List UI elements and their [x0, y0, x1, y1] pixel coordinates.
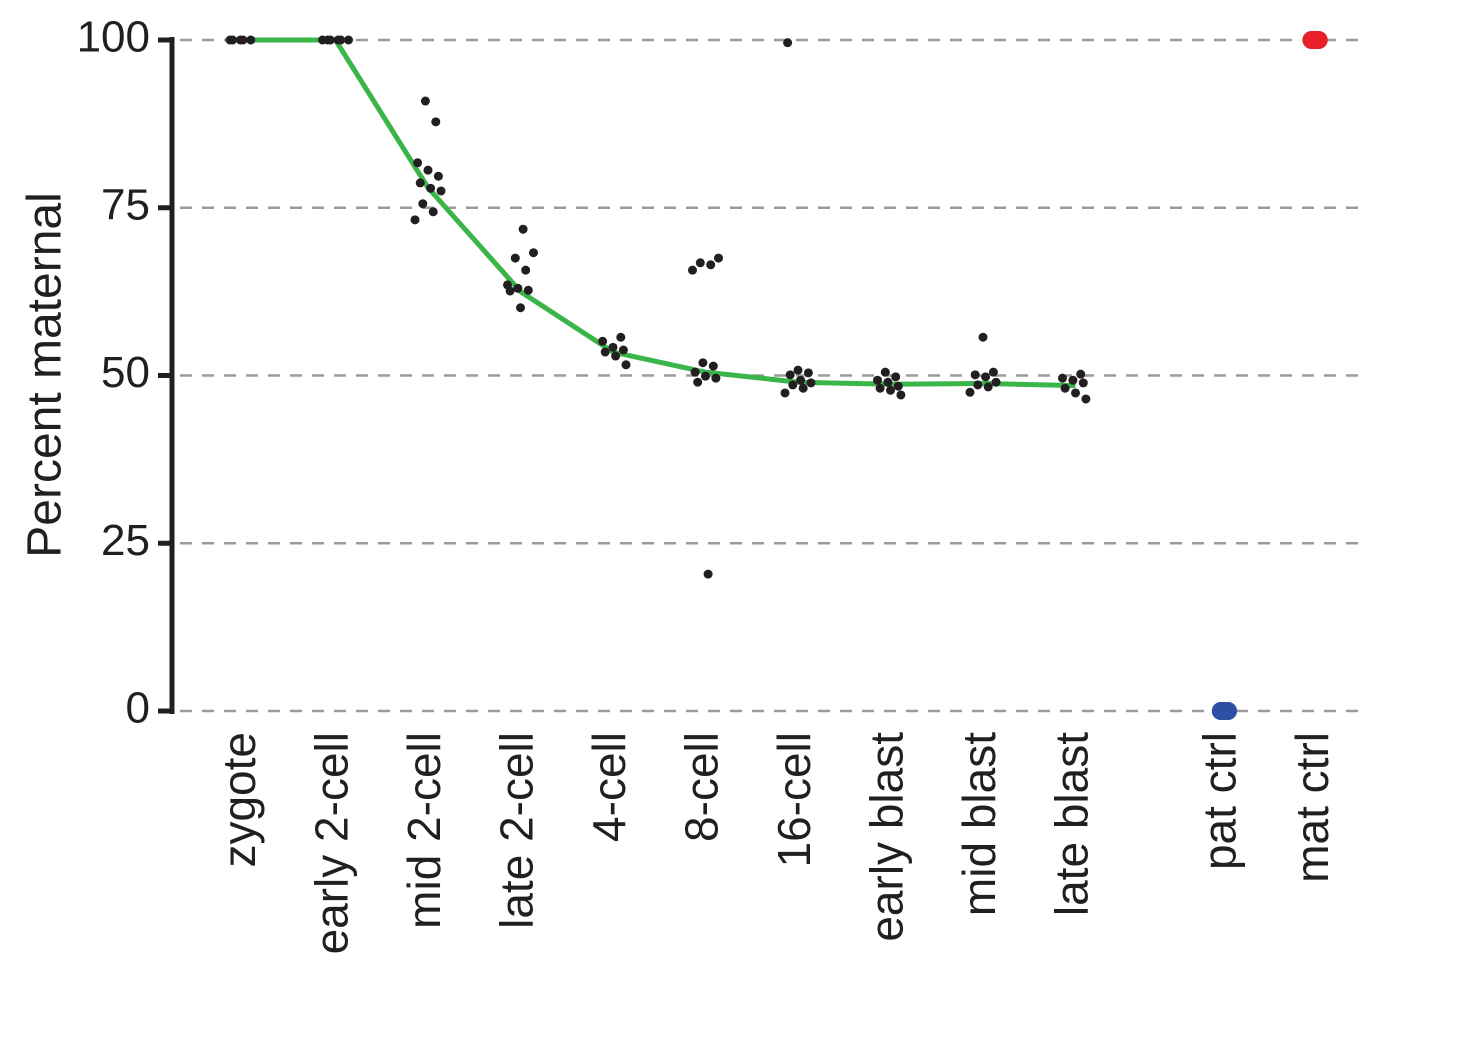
data-point	[431, 117, 441, 127]
data-point	[410, 215, 420, 225]
x-tick-label: mat ctrl	[1286, 732, 1338, 883]
data-point	[783, 38, 793, 48]
data-point	[246, 35, 256, 45]
data-point	[1076, 369, 1086, 379]
x-tick-label: early blast	[861, 732, 913, 942]
data-point	[598, 336, 608, 346]
data-point	[891, 372, 901, 382]
data-point	[608, 342, 618, 352]
data-point	[618, 345, 628, 355]
data-point	[436, 186, 446, 196]
data-point	[1307, 31, 1325, 49]
data-point	[873, 375, 882, 385]
data-point	[505, 286, 515, 296]
data-point	[1060, 383, 1070, 393]
data-point	[793, 365, 803, 375]
data-point	[788, 380, 798, 390]
data-point	[521, 265, 531, 275]
data-point	[796, 375, 806, 385]
data-point	[428, 207, 438, 217]
data-point	[228, 35, 238, 45]
y-tick-label: 100	[77, 13, 150, 62]
data-point	[970, 370, 980, 380]
data-point	[1071, 388, 1080, 398]
data-point	[695, 258, 705, 268]
data-point	[714, 253, 723, 263]
data-point	[325, 35, 335, 45]
data-point	[418, 199, 428, 209]
data-point	[883, 377, 893, 387]
y-tick-label: 50	[101, 348, 150, 397]
data-point	[238, 35, 248, 45]
x-tick-label: zygote	[213, 732, 265, 868]
x-tick-label: 8-cell	[676, 732, 728, 842]
data-point	[880, 367, 890, 377]
data-point	[978, 332, 988, 342]
data-point	[1058, 373, 1067, 383]
data-point	[981, 372, 991, 382]
data-point	[698, 358, 708, 368]
data-point	[1068, 375, 1078, 385]
data-point	[803, 368, 813, 378]
x-tick-label: 16-cell	[768, 732, 820, 868]
data-point	[336, 35, 346, 45]
data-point	[344, 35, 353, 45]
data-point	[785, 370, 795, 380]
data-point	[806, 378, 816, 388]
data-point	[1212, 702, 1231, 720]
data-point	[690, 367, 700, 377]
y-tick-label: 25	[101, 516, 150, 565]
data-point	[513, 283, 523, 293]
data-point	[693, 377, 703, 387]
x-tick-label: late 2-cell	[491, 732, 543, 929]
data-point	[523, 285, 533, 295]
trend-line	[243, 37, 1076, 389]
data-point	[886, 385, 895, 395]
y-axis-label: Percent maternal	[19, 192, 72, 558]
data-point	[433, 171, 443, 181]
data-point	[701, 371, 710, 381]
x-tick-label: 4-cell	[583, 732, 635, 842]
data-point	[991, 377, 1001, 387]
y-tick-label: 75	[101, 180, 150, 229]
data-point	[518, 224, 528, 234]
data-point	[965, 387, 975, 397]
data-point	[529, 248, 538, 258]
data-point	[510, 253, 520, 263]
x-tick-label: pat ctrl	[1194, 732, 1246, 870]
data-point	[798, 383, 808, 393]
x-tick-label: mid blast	[953, 732, 1005, 916]
data-point	[611, 351, 621, 361]
data-point	[983, 382, 993, 392]
x-tick-label: early 2-cell	[306, 732, 358, 954]
data-point	[973, 380, 983, 390]
data-point	[688, 265, 697, 275]
data-point	[711, 373, 721, 383]
data-point	[1078, 378, 1088, 388]
data-point	[988, 367, 998, 377]
x-tick-label: mid 2-cell	[398, 732, 450, 929]
data-point	[600, 347, 610, 357]
x-tick-label: late blast	[1046, 732, 1098, 916]
data-point	[621, 360, 631, 370]
data-point	[896, 390, 906, 400]
data-point	[423, 165, 433, 175]
data-point	[516, 303, 525, 313]
data-point	[893, 381, 903, 391]
data-point	[616, 332, 626, 342]
data-point	[708, 361, 718, 371]
data-point	[875, 383, 885, 393]
data-point	[706, 260, 716, 270]
y-tick-label: 0	[126, 684, 150, 733]
data-point	[415, 178, 425, 188]
data-point	[703, 569, 713, 579]
data-point	[1081, 394, 1091, 404]
data-point	[420, 96, 430, 106]
data-point	[318, 35, 327, 45]
data-point	[413, 158, 423, 168]
data-point	[780, 388, 790, 398]
data-point	[426, 183, 436, 193]
